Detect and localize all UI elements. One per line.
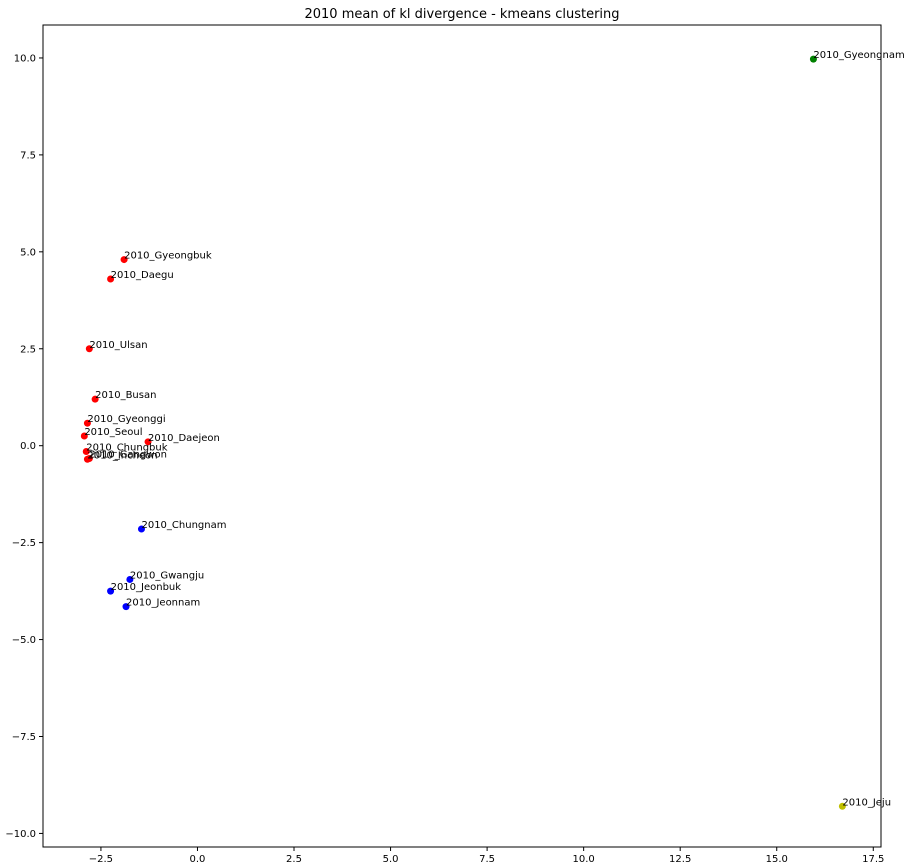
x-tick-label: 0.0 <box>190 854 206 862</box>
data-point-label: 2010_Busan <box>95 390 156 401</box>
data-point-label: 2010_Daegu <box>111 270 174 281</box>
data-point-label: 2010_Chungbuk <box>86 443 167 454</box>
data-point-label: 2010_Ulsan <box>89 340 147 351</box>
data-point-2010-chungnam <box>137 525 145 533</box>
y-axis: 10.0 7.5 5.0 2.5 0.0 −2.5 −5.0 −7.5 −10.0 <box>5 53 43 840</box>
data-point-2010-daegu <box>107 275 115 283</box>
data-point-2010-daejeon <box>144 438 152 446</box>
data-point-2010-busan <box>91 395 99 403</box>
data-point-2010-gwangju <box>126 575 134 583</box>
data-point-label: 2010_Jeonnam <box>126 598 200 609</box>
data-point-2010-seoul <box>80 432 88 440</box>
data-point-label: 2010_Gyeongbuk <box>124 251 212 262</box>
data-point-2010-gyeongbuk <box>120 256 128 264</box>
data-point-label: 2010_Incheon <box>87 450 157 461</box>
y-tick-label: −10.0 <box>5 829 36 840</box>
data-point-2010-chungbuk <box>82 448 90 456</box>
data-point-label: 2010_Gyeonggi <box>87 414 165 425</box>
x-tick-label: 17.5 <box>862 854 884 862</box>
data-point-label: 2010_Gyeongnam <box>813 50 904 61</box>
x-tick-label: 2.5 <box>286 854 302 862</box>
x-tick-label: 15.0 <box>766 854 788 862</box>
chart-title: 2010 mean of kl divergence - kmeans clus… <box>304 7 619 22</box>
x-tick-label: 5.0 <box>383 854 399 862</box>
data-point-label: 2010_Daejeon <box>148 433 220 444</box>
y-tick-label: 5.0 <box>20 247 36 258</box>
data-point-label: 2010_Jeju <box>842 797 891 808</box>
y-tick-label: 10.0 <box>14 53 36 64</box>
data-point-2010-ulsan <box>85 345 93 353</box>
data-point-2010-jeju <box>838 802 846 810</box>
data-point-label: 2010_Jeonbuk <box>111 582 182 593</box>
data-point-2010-gyeongnam <box>809 55 817 63</box>
x-tick-label: 12.5 <box>669 854 691 862</box>
y-tick-label: 2.5 <box>20 344 36 355</box>
y-tick-label: −2.5 <box>12 538 36 549</box>
x-tick-label: 10.0 <box>573 854 595 862</box>
plot-frame <box>42 24 882 848</box>
data-point-2010-gangwon <box>85 454 93 462</box>
y-tick-label: 7.5 <box>20 150 36 161</box>
data-points <box>80 55 846 810</box>
data-point-2010-jeonbuk <box>107 587 115 595</box>
data-point-label: 2010_Seoul <box>84 427 142 438</box>
x-tick-label: −2.5 <box>89 854 113 862</box>
data-point-label: 2010_Chungnam <box>141 520 226 531</box>
y-tick-label: 0.0 <box>20 441 36 452</box>
data-labels: 2010_Gyeongnam 2010_Gyeongbuk 2010_Daegu 20… <box>84 50 904 808</box>
y-tick-label: −7.5 <box>12 732 36 743</box>
x-axis: −2.5 0.0 2.5 5.0 7.5 10.0 12.5 15.0 17.5 <box>89 847 884 862</box>
data-point-label: 2010_Gangwon <box>89 449 167 460</box>
data-point-2010-gyeonggi <box>83 419 91 427</box>
data-point-label: 2010_Gwangju <box>130 570 204 581</box>
y-tick-label: −5.0 <box>12 635 36 646</box>
data-point-2010-jeonnam <box>122 603 130 611</box>
x-tick-label: 7.5 <box>479 854 495 862</box>
